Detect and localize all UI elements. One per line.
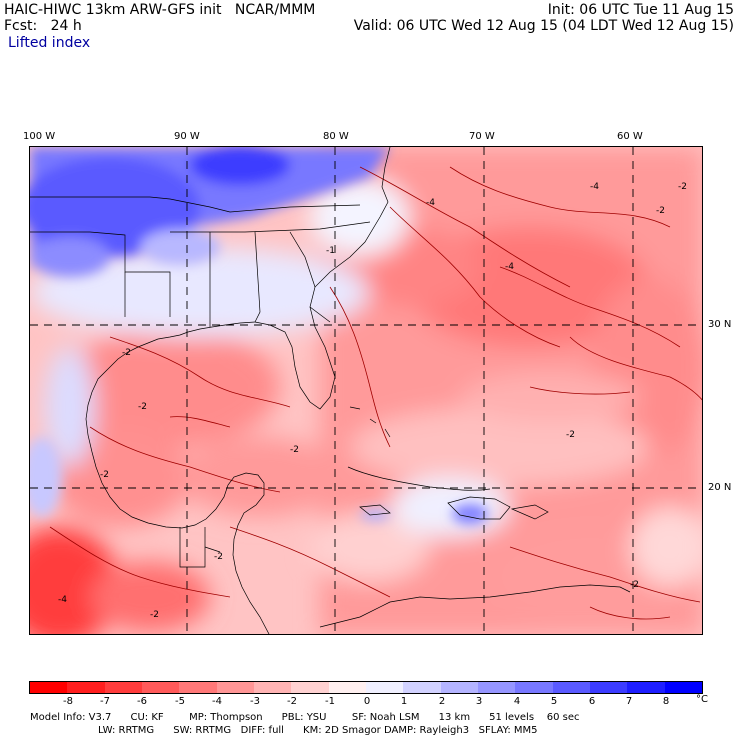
colorbar-swatch <box>67 682 105 693</box>
lifted-index-map: -4 -4 -4 -2 -2 -2 -2 -2 -2 -2 -1 -2 -2 -… <box>29 146 703 635</box>
colorbar-tick: 5 <box>550 696 558 707</box>
contour-label: -2 <box>122 348 131 358</box>
colorbar-swatch <box>328 682 366 693</box>
colorbar-swatch <box>552 682 590 693</box>
lon-label-100w: 100 W <box>23 131 56 142</box>
lon-label-90w: 90 W <box>174 131 200 142</box>
contour-label: -4 <box>426 198 435 208</box>
colorbar-swatch <box>440 682 478 693</box>
colorbar-swatch <box>141 682 180 693</box>
colorbar-tick: -4 <box>212 696 222 707</box>
lon-label-70w: 70 W <box>469 131 495 142</box>
shaded-field <box>30 147 702 634</box>
colorbar-tick: 0 <box>363 696 371 707</box>
graticule <box>30 147 702 634</box>
forecast-hour: Fcst: 24 h <box>4 18 82 34</box>
colorbar-swatch <box>627 682 665 693</box>
colorbar-tick: 4 <box>513 696 521 707</box>
colorbar-tick: 7 <box>625 696 633 707</box>
contour-label: -2 <box>150 610 159 620</box>
colorbar-tick: -6 <box>137 696 147 707</box>
colorbar-swatch <box>477 682 516 693</box>
colorbar-tick: 8 <box>662 696 670 707</box>
lon-label-60w: 60 W <box>617 131 643 142</box>
colorbar-swatch <box>403 682 441 693</box>
lat-label-20n: 20 N <box>708 482 732 493</box>
colorbar-tick: -1 <box>325 696 335 707</box>
colorbar-swatch <box>30 682 68 693</box>
colorbar-tick: -3 <box>250 696 260 707</box>
colorbar-swatch <box>291 682 329 693</box>
colorbar-swatch <box>179 682 217 693</box>
valid-time: Valid: 06 UTC Wed 12 Aug 15 (04 LDT Wed … <box>353 18 734 34</box>
colorbar-tick: -5 <box>175 696 185 707</box>
colorbar-unit: °C <box>696 694 708 705</box>
colorbar-swatch <box>253 682 292 693</box>
contour-label: -2 <box>138 402 147 412</box>
colorbar-swatch <box>104 682 142 693</box>
contour-label: -4 <box>590 182 599 192</box>
colorbar-tick: -8 <box>63 696 73 707</box>
contour-label: -4 <box>58 595 67 605</box>
colorbar-swatch <box>216 682 254 693</box>
contour-label: -2 <box>678 182 687 192</box>
contour-label: -4 <box>505 262 514 272</box>
colorbar <box>29 681 703 694</box>
model-info-line2: LW: RRTMG SW: RRTMG DIFF: full KM: 2D Sm… <box>98 725 538 736</box>
colorbar-tick: 2 <box>438 696 446 707</box>
lat-label-30n: 30 N <box>708 319 732 330</box>
title-line-left: HAIC-HIWC 13km ARW-GFS init NCAR/MMM <box>4 2 316 18</box>
colorbar-tick: -7 <box>100 696 110 707</box>
contour-lines <box>49 166 702 620</box>
contour-label: -2 <box>290 445 299 455</box>
contour-label: -2 <box>630 580 639 590</box>
field-name: Lifted index <box>8 35 91 51</box>
contour-label: -1 <box>326 246 335 256</box>
contour-label: -2 <box>214 552 223 562</box>
colorbar-swatch <box>365 682 404 693</box>
colorbar-swatch <box>589 682 628 693</box>
colorbar-swatch <box>515 682 553 693</box>
coastlines-and-borders <box>30 147 631 634</box>
map-canvas: -4 -4 -4 -2 -2 -2 -2 -2 -2 -2 -1 -2 -2 -… <box>30 147 702 634</box>
contour-label: -2 <box>100 470 109 480</box>
contour-label: -2 <box>656 206 665 216</box>
colorbar-tick: 3 <box>475 696 483 707</box>
colorbar-tick: 6 <box>588 696 596 707</box>
contour-value-labels: -4 -4 -4 -2 -2 -2 -2 -2 -2 -2 -1 -2 -2 -… <box>58 182 687 620</box>
model-info-line1: Model Info: V3.7 CU: KF MP: Thompson PBL… <box>30 712 580 723</box>
lon-label-80w: 80 W <box>323 131 349 142</box>
contour-label: -2 <box>566 430 575 440</box>
colorbar-tick: 1 <box>400 696 408 707</box>
colorbar-swatch <box>664 682 702 693</box>
colorbar-tick: -2 <box>287 696 297 707</box>
init-time: Init: 06 UTC Tue 11 Aug 15 <box>547 2 734 18</box>
